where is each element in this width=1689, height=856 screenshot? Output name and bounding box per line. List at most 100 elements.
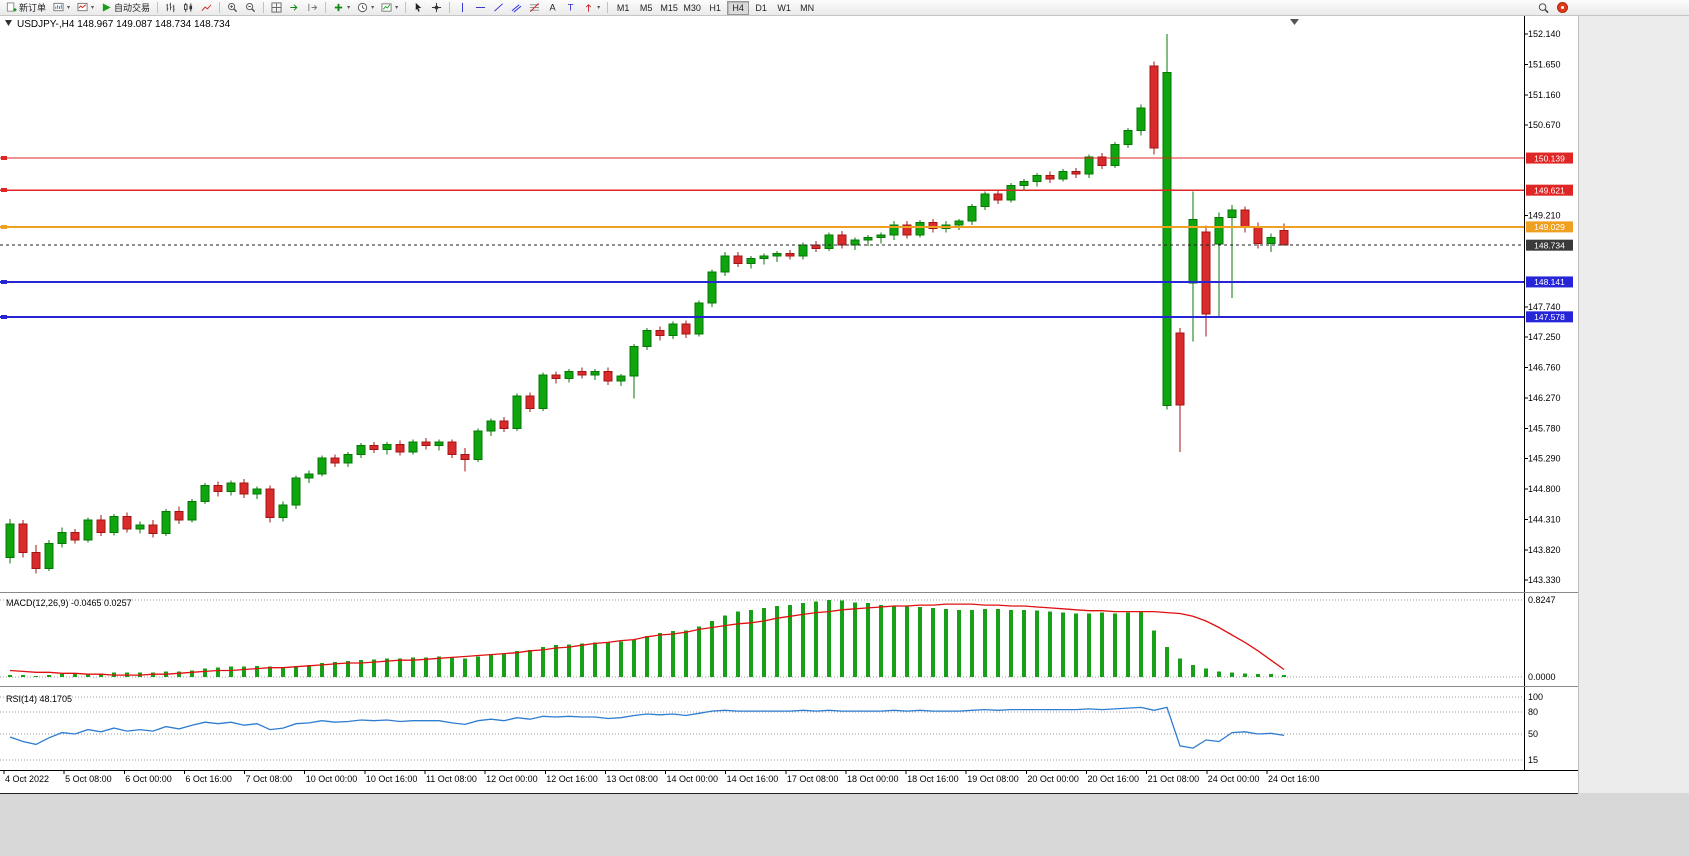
svg-text:15: 15	[1528, 755, 1538, 765]
candle	[863, 234, 873, 247]
periods-button[interactable]: ▾	[354, 1, 377, 15]
chevron-down-icon: ▾	[91, 4, 95, 11]
trendline-tool[interactable]	[490, 1, 507, 15]
line-chart-button[interactable]	[198, 1, 215, 15]
svg-text:147.578: 147.578	[1534, 312, 1565, 322]
tile-windows-button[interactable]	[268, 1, 285, 15]
svg-text:151.650: 151.650	[1528, 59, 1561, 69]
price-badge	[1526, 311, 1573, 323]
new-order-icon	[6, 2, 17, 13]
candle	[616, 373, 626, 387]
svg-text:144.800: 144.800	[1528, 484, 1561, 494]
candle	[733, 252, 743, 268]
one-click-trading-toggle[interactable]	[5, 20, 12, 26]
chevron-down-icon: ▾	[371, 4, 375, 11]
svg-text:149.621: 149.621	[1534, 185, 1565, 195]
label-tool[interactable]: T	[562, 1, 579, 15]
chevron-down-icon: ▾	[597, 4, 601, 11]
candle	[603, 367, 613, 385]
search-button[interactable]	[1535, 1, 1552, 15]
templates-button[interactable]: ▾	[378, 1, 401, 15]
zoom-in-button[interactable]	[224, 1, 241, 15]
toolbar: 新订单 ▾ ▾ 自动交易 ▾ ▾ ▾ A T ▾ M1 M5 M15 M30 H…	[0, 0, 1689, 16]
time-axis[interactable]: 4 Oct 2022 5 Oct 08:00 6 Oct 00:00 6 Oct 16…	[0, 770, 1578, 784]
svg-text:10 Oct 00:00: 10 Oct 00:00	[306, 774, 358, 784]
timeframe-m15-button[interactable]: M15	[658, 1, 680, 15]
candle	[1045, 171, 1055, 183]
arrow-up-icon	[583, 2, 594, 13]
fibonacci-tool[interactable]	[526, 1, 543, 15]
zoom-out-icon	[245, 2, 256, 13]
svg-text:19 Oct 08:00: 19 Oct 08:00	[967, 774, 1019, 784]
candlestick-chart-button[interactable]	[180, 1, 197, 15]
bar-chart-button[interactable]	[162, 1, 179, 15]
svg-text:152.140: 152.140	[1528, 29, 1561, 39]
price-axis[interactable]: 152.140 151.650 151.160 150.670 149.210 147.7…	[1524, 16, 1561, 770]
text-tool[interactable]: A	[544, 1, 561, 15]
horizontal-line-149.621[interactable]	[0, 188, 1524, 193]
timeframe-w1-button[interactable]: W1	[773, 1, 795, 15]
candle	[421, 438, 431, 450]
candle	[174, 506, 184, 524]
svg-text:143.820: 143.820	[1528, 545, 1561, 555]
candle	[291, 475, 301, 509]
svg-text:147.740: 147.740	[1528, 302, 1561, 312]
candle	[499, 417, 509, 433]
timeframe-h4-button[interactable]: H4	[727, 0, 750, 15]
timeframe-m5-button[interactable]: M5	[635, 1, 657, 15]
svg-text:146.760: 146.760	[1528, 363, 1561, 373]
candle	[343, 451, 353, 467]
svg-text:14 Oct 00:00: 14 Oct 00:00	[667, 774, 719, 784]
candle	[915, 220, 925, 238]
notification-badge[interactable]	[1557, 2, 1568, 13]
price-badge	[1526, 239, 1573, 251]
search-icon	[1538, 2, 1549, 14]
candle	[382, 441, 392, 455]
auto-scroll-button[interactable]	[286, 1, 303, 15]
timeframe-d1-button[interactable]: D1	[750, 1, 772, 15]
chart-header: USDJPY-,H4 148.967 149.087 148.734 148.7…	[5, 19, 231, 30]
horizontal-line-150.139[interactable]	[0, 156, 1524, 161]
profiles-button[interactable]: ▾	[74, 1, 97, 15]
timeframe-m30-button[interactable]: M30	[681, 1, 703, 15]
new-order-button[interactable]: 新订单	[3, 1, 49, 15]
line-handle	[1, 188, 7, 193]
timeframe-m1-button[interactable]: M1	[612, 1, 634, 15]
zoom-out-button[interactable]	[242, 1, 259, 15]
candle	[330, 454, 340, 467]
arrows-tool[interactable]: ▾	[580, 1, 603, 15]
channel-tool[interactable]	[508, 1, 525, 15]
autotrade-button[interactable]: 自动交易	[98, 1, 153, 15]
horizontal-line-148.141[interactable]	[0, 279, 1524, 284]
toolbar-separator	[405, 2, 407, 13]
candle	[642, 327, 652, 351]
svg-text:0.0000: 0.0000	[1528, 672, 1556, 682]
horizontal-line-149.029[interactable]	[0, 224, 1524, 229]
new-chart-button[interactable]: ▾	[50, 1, 73, 15]
horizontal-line-147.578[interactable]	[0, 314, 1524, 319]
cursor-button[interactable]	[410, 1, 427, 15]
chevron-down-icon: ▾	[67, 4, 71, 11]
crosshair-button[interactable]	[428, 1, 445, 15]
svg-text:144.310: 144.310	[1528, 514, 1561, 524]
candle	[564, 368, 574, 383]
chart-shift-marker[interactable]	[1290, 19, 1299, 25]
vertical-line-tool[interactable]	[454, 1, 471, 15]
horizontal-line-tool[interactable]	[472, 1, 489, 15]
vertical-line-icon	[457, 2, 468, 13]
candle	[967, 203, 977, 225]
chevron-down-icon: ▾	[395, 4, 399, 11]
chart-shift-button[interactable]	[304, 1, 321, 15]
candle	[44, 539, 54, 571]
candle	[83, 517, 93, 543]
label-t-icon: T	[565, 2, 576, 13]
indicators-button[interactable]: ▾	[330, 1, 353, 15]
candle	[148, 520, 158, 538]
timeframe-mn-button[interactable]: MN	[796, 1, 818, 15]
candle	[577, 367, 587, 379]
svg-text:6 Oct 16:00: 6 Oct 16:00	[185, 774, 232, 784]
candle	[395, 440, 405, 456]
chart-canvas[interactable]: 152.140 151.650 151.160 150.670 149.210 147.7…	[0, 16, 1689, 856]
timeframe-h1-button[interactable]: H1	[704, 1, 726, 15]
candle	[226, 480, 236, 496]
